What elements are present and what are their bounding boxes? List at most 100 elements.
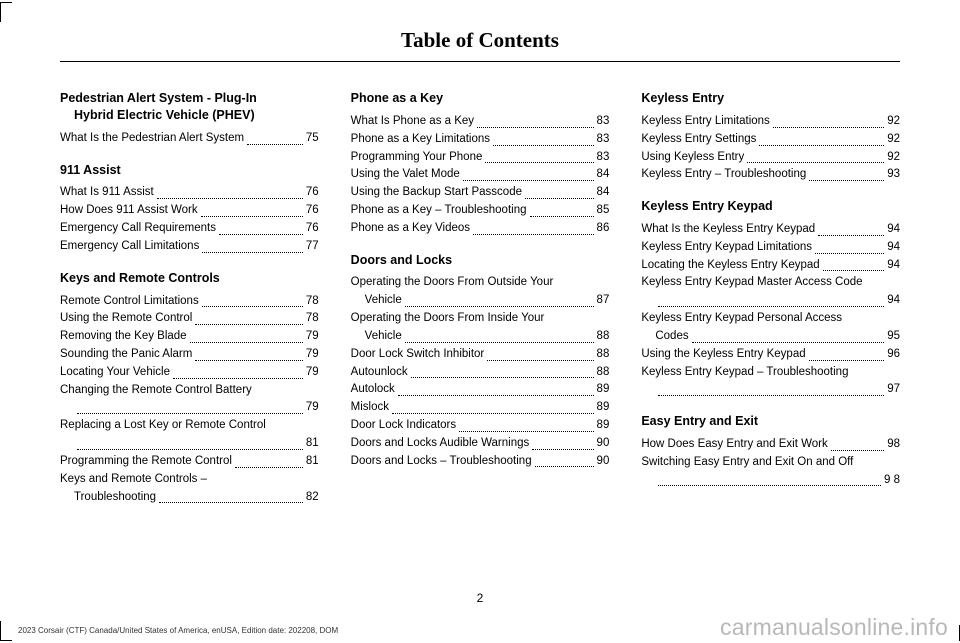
toc-leader: [809, 180, 884, 181]
toc-entry-page: 83: [597, 149, 610, 167]
toc-leader: [77, 413, 303, 414]
toc-entry-page: 89: [597, 399, 610, 417]
toc-columns: Pedestrian Alert System - Plug-InHybrid …: [60, 90, 900, 506]
toc-entry-page: 79: [306, 399, 319, 417]
footer-edition-info: 2023 Corsair (CTF) Canada/United States …: [18, 626, 338, 635]
toc-leader: [473, 234, 594, 235]
toc-entry-label: What Is the Pedestrian Alert System: [60, 130, 244, 148]
toc-leader: [532, 449, 593, 450]
toc-entry-label: Operating the Doors From Inside Your: [351, 310, 545, 328]
toc-leader: [831, 450, 884, 451]
toc-entry-continuation: 94: [641, 292, 900, 310]
toc-entry-page: 87: [597, 292, 610, 310]
toc-entry: Operating the Doors From Inside Your: [351, 310, 610, 328]
toc-entry-label: Sounding the Panic Alarm: [60, 346, 192, 364]
toc-entry-label: Keyless Entry Keypad Limitations: [641, 239, 812, 257]
toc-entry-page: 95: [887, 328, 900, 346]
toc-entry-page: 84: [597, 184, 610, 202]
page-title: Table of Contents: [60, 28, 900, 53]
toc-entry-label: Removing the Key Blade: [60, 328, 187, 346]
toc-entry: Using the Backup Start Passcode84: [351, 184, 610, 202]
toc-leader: [747, 162, 884, 163]
toc-column: Phone as a KeyWhat Is Phone as a Key83Ph…: [351, 90, 610, 506]
toc-entry-page: 89: [597, 381, 610, 399]
toc-entry-label: Keyless Entry Settings: [641, 131, 756, 149]
toc-entry-page: 98: [887, 436, 900, 454]
toc-leader: [405, 342, 594, 343]
toc-entry-page: 78: [306, 310, 319, 328]
toc-leader: [392, 413, 594, 414]
toc-section-heading: 911 Assist: [60, 162, 319, 179]
toc-entry-continuation: Codes95: [641, 328, 900, 346]
toc-entry-continuation: 97: [641, 381, 900, 399]
toc-entry-label: Keyless Entry – Troubleshooting: [641, 166, 806, 184]
page-content: Table of Contents Pedestrian Alert Syste…: [0, 0, 960, 506]
toc-entry: What Is the Keyless Entry Keypad 94: [641, 221, 900, 239]
toc-entry-page: 88: [597, 328, 610, 346]
toc-leader: [477, 127, 594, 128]
toc-entry: Keyless Entry Settings92: [641, 131, 900, 149]
toc-leader: [525, 198, 594, 199]
toc-entry-label: Changing the Remote Control Battery: [60, 382, 252, 400]
toc-entry: Using Keyless Entry 92: [641, 149, 900, 167]
toc-entry-page: 79: [306, 328, 319, 346]
toc-column: Keyless EntryKeyless Entry Limitations92…: [641, 90, 900, 506]
toc-entry: Phone as a Key – Troubleshooting85: [351, 202, 610, 220]
toc-entry: Keys and Remote Controls –: [60, 471, 319, 489]
toc-entry-page: 96: [887, 346, 900, 364]
toc-entry-label: Locating Your Vehicle: [60, 364, 170, 382]
toc-entry-label: What Is the Keyless Entry Keypad: [641, 221, 815, 239]
toc-entry-label: Operating the Doors From Outside Your: [351, 274, 554, 292]
toc-entry-continuation: Troubleshooting82: [60, 489, 319, 507]
toc-entry-page: 76: [306, 202, 319, 220]
toc-section-heading: Keyless Entry Keypad: [641, 198, 900, 215]
toc-entry-label: Using Keyless Entry: [641, 149, 744, 167]
toc-entry-label: Vehicle: [365, 328, 402, 346]
toc-entry: Remote Control Limitations 78: [60, 293, 319, 311]
toc-entry-page: 78: [306, 293, 319, 311]
toc-entry-page: 94: [887, 239, 900, 257]
toc-leader: [405, 306, 594, 307]
toc-column: Pedestrian Alert System - Plug-InHybrid …: [60, 90, 319, 506]
toc-entry-page: 77: [306, 238, 319, 256]
toc-entry-continuation: 81: [60, 435, 319, 453]
toc-entry: What Is the Pedestrian Alert System75: [60, 130, 319, 148]
toc-entry-page: 92: [887, 149, 900, 167]
toc-entry-label: Switching Easy Entry and Exit On and Off: [641, 454, 853, 472]
toc-leader: [487, 360, 593, 361]
toc-entry: What Is Phone as a Key83: [351, 113, 610, 131]
toc-entry-label: Emergency Call Requirements: [60, 220, 216, 238]
toc-entry: Using the Remote Control78: [60, 310, 319, 328]
toc-entry: Door Lock Indicators89: [351, 417, 610, 435]
toc-entry-continuation: 79: [60, 399, 319, 417]
toc-leader: [157, 198, 303, 199]
toc-leader: [398, 395, 594, 396]
toc-leader: [535, 466, 594, 467]
toc-entry-label: Doors and Locks – Troubleshooting: [351, 453, 532, 471]
toc-entry-page: 94: [887, 292, 900, 310]
toc-leader: [463, 180, 594, 181]
title-container: Table of Contents: [60, 28, 900, 62]
toc-entry: Locating the Keyless Entry Keypad94: [641, 257, 900, 275]
toc-entry-page: 83: [597, 113, 610, 131]
toc-leader: [818, 235, 884, 236]
toc-entry: Emergency Call Limitations 77: [60, 238, 319, 256]
toc-entry: Keyless Entry – Troubleshooting93: [641, 166, 900, 184]
toc-entry-label: Locating the Keyless Entry Keypad: [641, 257, 819, 275]
toc-leader: [173, 378, 303, 379]
toc-entry: Using the Keyless Entry Keypad96: [641, 346, 900, 364]
toc-entry-label: Vehicle: [365, 292, 402, 310]
toc-entry-label: Replacing a Lost Key or Remote Control: [60, 417, 266, 435]
toc-section-heading: Keyless Entry: [641, 90, 900, 107]
toc-entry-label: Using the Valet Mode: [351, 166, 460, 184]
toc-entry-label: Phone as a Key Limitations: [351, 131, 490, 149]
toc-entry: Keyless Entry Keypad Master Access Code: [641, 274, 900, 292]
toc-leader: [235, 467, 303, 468]
toc-leader: [195, 360, 303, 361]
toc-entry-page: 94: [887, 221, 900, 239]
toc-section-heading: Doors and Locks: [351, 252, 610, 269]
toc-entry-page: 84: [597, 166, 610, 184]
toc-entry-label: Emergency Call Limitations: [60, 238, 199, 256]
toc-entry-label: Remote Control Limitations: [60, 293, 199, 311]
toc-entry-page: 88: [597, 364, 610, 382]
